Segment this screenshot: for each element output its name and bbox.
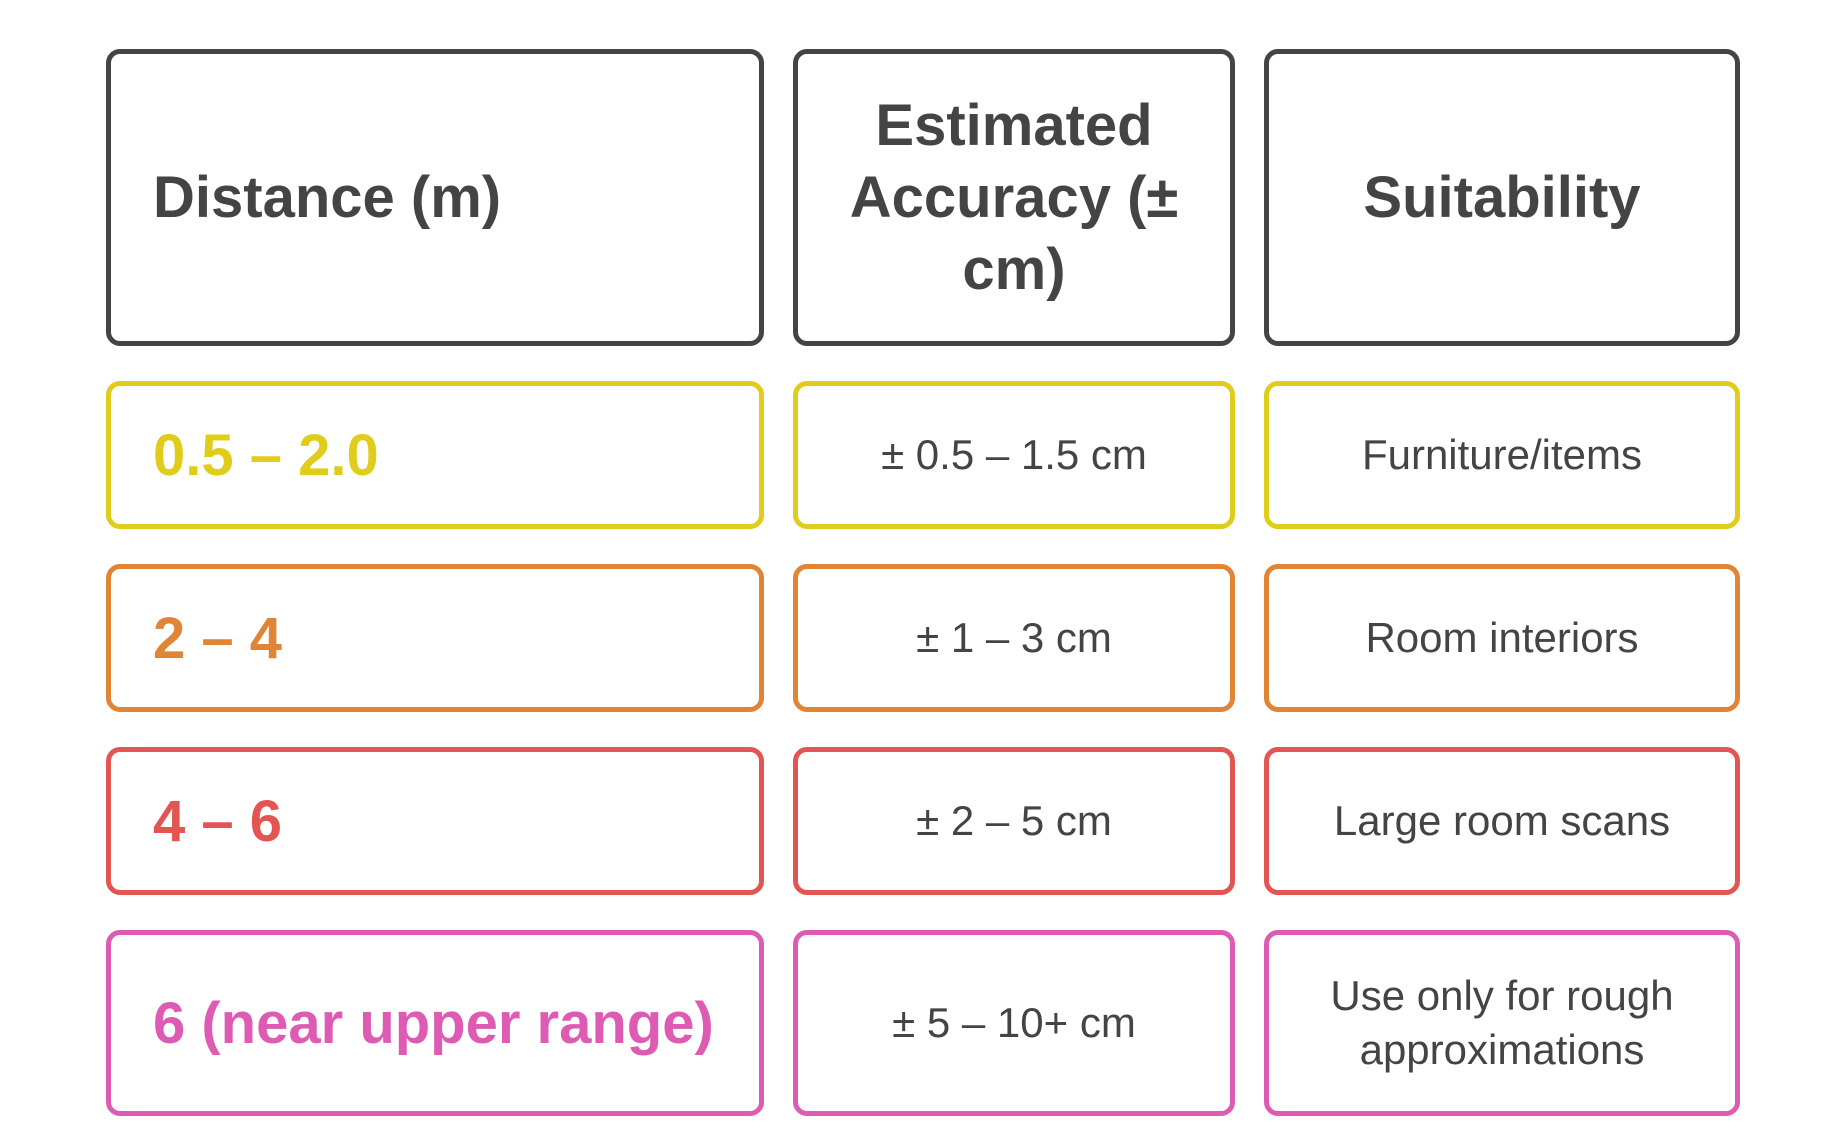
accuracy-cell: ± 5 – 10+ cm (793, 930, 1235, 1116)
accuracy-table: Distance (m) Estimated Accuracy (± cm) S… (106, 49, 1740, 1116)
accuracy-cell: ± 0.5 – 1.5 cm (793, 381, 1235, 529)
accuracy-value: ± 2 – 5 cm (916, 797, 1112, 844)
distance-cell: 4 – 6 (106, 747, 764, 895)
accuracy-value: ± 5 – 10+ cm (892, 999, 1136, 1046)
suitability-value: Room interiors (1365, 614, 1639, 661)
suitability-value: Furniture/items (1361, 431, 1643, 478)
header-suitability: Suitability (1264, 49, 1740, 346)
distance-value: 4 – 6 (153, 788, 282, 854)
accuracy-cell: ± 2 – 5 cm (793, 747, 1235, 895)
accuracy-value: ± 0.5 – 1.5 cm (881, 431, 1147, 478)
accuracy-value: ± 1 – 3 cm (916, 614, 1112, 661)
suitability-value: Use only for rough approximations (1330, 972, 1674, 1073)
distance-value: 2 – 4 (153, 605, 282, 671)
header-distance: Distance (m) (106, 49, 764, 346)
accuracy-cell: ± 1 – 3 cm (793, 564, 1235, 712)
suitability-value: Large room scans (1333, 797, 1671, 844)
suitability-cell: Room interiors (1264, 564, 1740, 712)
distance-value: 0.5 – 2.0 (153, 422, 379, 488)
distance-cell: 6 (near upper range) (106, 930, 764, 1116)
distance-cell: 2 – 4 (106, 564, 764, 712)
suitability-cell: Furniture/items (1264, 381, 1740, 529)
distance-cell: 0.5 – 2.0 (106, 381, 764, 529)
suitability-cell: Use only for rough approximations (1264, 930, 1740, 1116)
distance-value: 6 (near upper range) (153, 990, 714, 1056)
suitability-cell: Large room scans (1264, 747, 1740, 895)
header-estimated-accuracy: Estimated Accuracy (± cm) (793, 49, 1235, 346)
